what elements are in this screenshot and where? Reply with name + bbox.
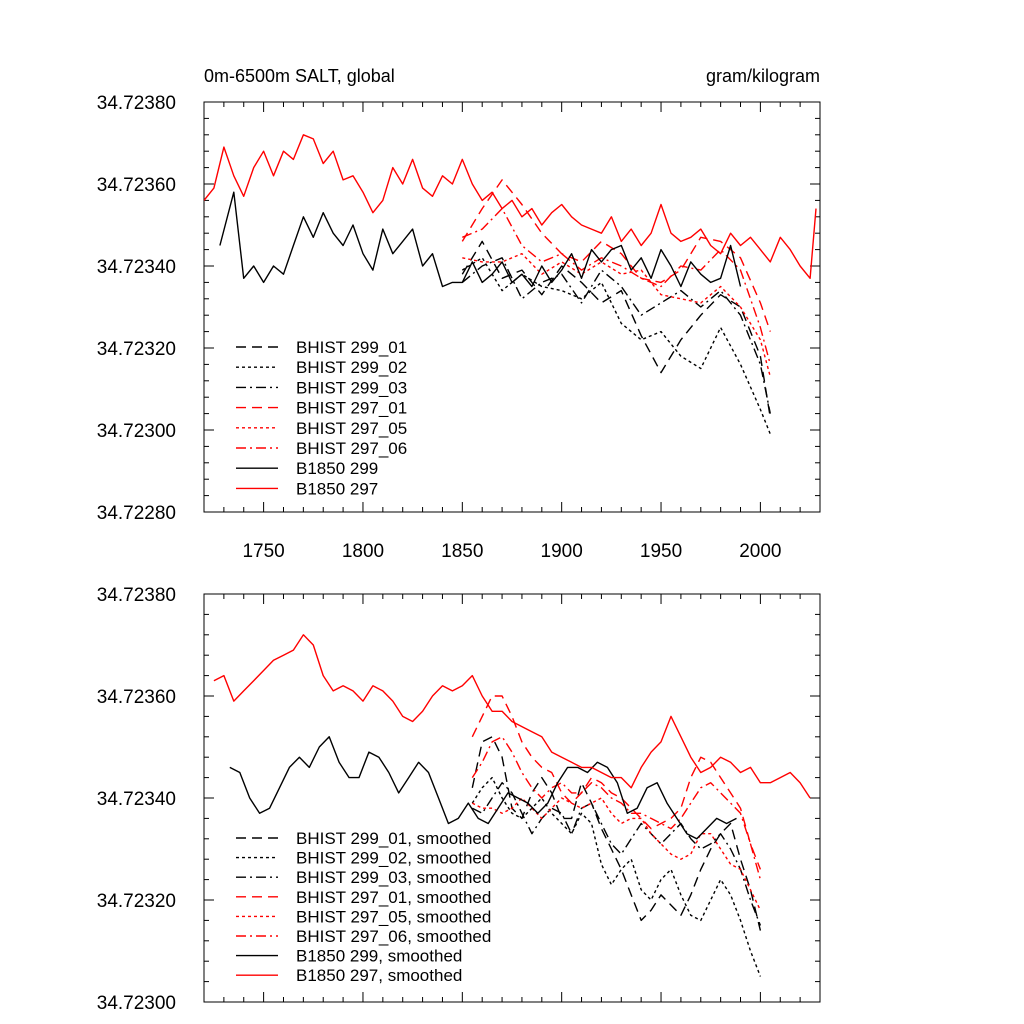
legend-label: BHIST 299_03, smoothed (296, 868, 491, 887)
y-tick-label: 34.72320 (97, 339, 176, 360)
series-lines (213, 634, 811, 977)
series-line (462, 252, 771, 377)
y-tick-label: 34.72300 (97, 993, 176, 1014)
y-tick-label: 34.72360 (97, 687, 176, 708)
top-plot: 1750 1800 1850 1900 1950 2000 34.72280 34.72300… (97, 93, 821, 562)
legend-label: BHIST 297_06 (296, 439, 407, 458)
legend-label: B1850 297 (296, 479, 378, 498)
series-line (471, 736, 762, 880)
bottom-plot: 34.72300 34.72320 34.72340 34.72360 34.72380… (97, 585, 821, 1014)
series-line (213, 634, 811, 799)
series-line (219, 191, 742, 288)
series-line (461, 179, 771, 332)
series-line (471, 776, 762, 977)
legend-label: B1850 299, smoothed (296, 947, 462, 966)
legend-label: BHIST 297_01 (296, 399, 407, 418)
legend-label: BHIST 297_06, smoothed (296, 927, 491, 946)
y-tick-label: 34.72340 (97, 257, 176, 278)
y-tick-label: 34.72320 (97, 891, 176, 912)
legend-label: BHIST 299_02 (296, 358, 407, 377)
legend-label: BHIST 297_01, smoothed (296, 888, 491, 907)
series-line (471, 797, 762, 911)
legend-label: BHIST 299_01 (296, 338, 407, 357)
legend-label: BHIST 299_01, smoothed (296, 829, 491, 848)
y-tick-label: 34.72280 (97, 503, 176, 524)
legend-label: B1850 299 (296, 459, 378, 478)
legend-label: BHIST 297_05, smoothed (296, 907, 491, 926)
series-line (461, 240, 771, 418)
series-line (204, 134, 817, 279)
plot-frame (203, 101, 821, 513)
series-line (471, 736, 762, 931)
x-tick-label: 2000 (739, 541, 781, 562)
y-tick-label: 34.72380 (97, 585, 176, 606)
series-line (461, 257, 771, 414)
x-tick-label: 1950 (640, 541, 682, 562)
x-tick-label: 1900 (541, 541, 583, 562)
series-line (462, 207, 771, 365)
y-tick-label: 34.72300 (97, 421, 176, 442)
top-plot-titles: 0m-6500m SALT, global gram/kilogram (204, 66, 820, 86)
legend-label: B1850 297, smoothed (296, 966, 462, 985)
y-tick-label: 34.72340 (97, 789, 176, 810)
series-lines (204, 134, 817, 435)
legend-label: BHIST 299_02, smoothed (296, 849, 491, 868)
legend-label: BHIST 297_05 (296, 419, 407, 438)
x-tick-label: 1850 (441, 541, 483, 562)
top-plot-title-right: gram/kilogram (706, 66, 820, 86)
top-plot-title-left: 0m-6500m SALT, global (204, 66, 395, 86)
series-line (461, 257, 771, 435)
y-tick-label: 34.72380 (97, 93, 176, 114)
legend-label: BHIST 299_03 (296, 378, 407, 397)
x-tick-label: 1750 (242, 541, 284, 562)
y-tick-label: 34.72360 (97, 175, 176, 196)
x-tick-label: 1800 (342, 541, 384, 562)
series-line (229, 736, 737, 840)
series-line (471, 782, 762, 926)
